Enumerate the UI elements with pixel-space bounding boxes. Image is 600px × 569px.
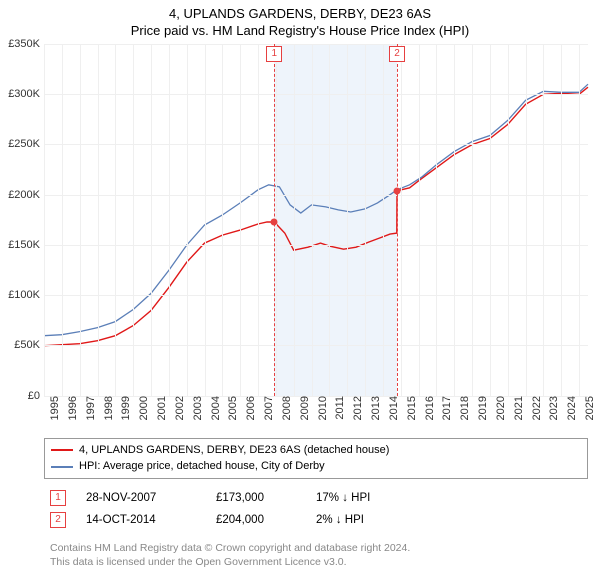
gridline-v [80,44,81,396]
y-axis-label: £150K [8,239,44,251]
gridline-v [561,44,562,396]
sale-event-diff: 17% ↓ HPI [316,492,370,504]
gridline-v [383,44,384,396]
gridline-h [44,295,588,296]
legend: 4, UPLANDS GARDENS, DERBY, DE23 6AS (det… [44,438,588,479]
sale-event-date: 28-NOV-2007 [86,492,196,504]
gridline-h [44,144,588,145]
sale-marker-line [397,44,398,396]
gridline-v [240,44,241,396]
y-axis-label: £200K [8,189,44,201]
gridline-v [365,44,366,396]
footer-line-1: Contains HM Land Registry data © Crown c… [50,541,588,555]
y-axis-label: £350K [8,38,44,50]
price-chart: £0£50K£100K£150K£200K£250K£300K£350K1995… [44,44,588,396]
gridline-v [419,44,420,396]
sale-marker-dot [393,187,400,194]
gridline-v [508,44,509,396]
below-chart: 4, UPLANDS GARDENS, DERBY, DE23 6AS (det… [44,438,588,569]
series-line-price_paid [44,87,588,346]
sale-marker-badge: 2 [389,46,405,62]
legend-swatch [51,449,73,451]
footer-line-2: This data is licensed under the Open Gov… [50,555,588,569]
gridline-v [490,44,491,396]
legend-swatch [51,466,73,468]
line-series-svg [44,44,588,396]
sale-event-price: £173,000 [216,492,296,504]
plot-area: £0£50K£100K£150K£200K£250K£300K£350K1995… [44,44,588,396]
sale-marker-badge: 1 [266,46,282,62]
gridline-v [329,44,330,396]
gridline-v [151,44,152,396]
gridline-v [222,44,223,396]
title-line-2: Price paid vs. HM Land Registry's House … [0,23,600,44]
y-axis-label: £250K [8,138,44,150]
gridline-h [44,345,588,346]
gridline-h [44,195,588,196]
legend-item: HPI: Average price, detached house, City… [51,458,581,475]
attribution-footer: Contains HM Land Registry data © Crown c… [44,541,588,569]
legend-label: HPI: Average price, detached house, City… [79,458,325,475]
gridline-h [44,245,588,246]
gridline-v [205,44,206,396]
x-axis-label: 2025 [575,396,596,420]
gridline-v [543,44,544,396]
sale-marker-dot [271,218,278,225]
event-list: 1 28-NOV-2007 £173,000 17% ↓ HPI 2 14-OCT-201… [44,487,588,531]
series-line-hpi [44,84,588,336]
legend-label: 4, UPLANDS GARDENS, DERBY, DE23 6AS (det… [79,442,389,459]
gridline-h [44,44,588,45]
y-axis-label: £50K [14,339,44,351]
legend-item: 4, UPLANDS GARDENS, DERBY, DE23 6AS (det… [51,442,581,459]
sale-event-badge: 2 [50,512,66,528]
gridline-v [312,44,313,396]
y-axis-label: £100K [8,289,44,301]
sale-event-diff: 2% ↓ HPI [316,514,364,526]
gridline-v [44,44,45,396]
gridline-v [187,44,188,396]
gridline-v [294,44,295,396]
sale-event-row: 2 14-OCT-2014 £204,000 2% ↓ HPI [44,509,588,531]
gridline-h [44,94,588,95]
gridline-v [115,44,116,396]
sale-event-row: 1 28-NOV-2007 £173,000 17% ↓ HPI [44,487,588,509]
y-axis-label: £300K [8,88,44,100]
gridline-v [62,44,63,396]
gridline-v [258,44,259,396]
gridline-v [526,44,527,396]
gridline-v [169,44,170,396]
sale-event-badge: 1 [50,490,66,506]
chart-container: 4, UPLANDS GARDENS, DERBY, DE23 6AS Pric… [0,0,600,560]
sale-event-price: £204,000 [216,514,296,526]
gridline-v [347,44,348,396]
gridline-v [98,44,99,396]
sale-event-date: 14-OCT-2014 [86,514,196,526]
gridline-v [472,44,473,396]
gridline-v [401,44,402,396]
gridline-v [436,44,437,396]
gridline-v [454,44,455,396]
gridline-v [133,44,134,396]
title-line-1: 4, UPLANDS GARDENS, DERBY, DE23 6AS [0,0,600,23]
gridline-v [579,44,580,396]
